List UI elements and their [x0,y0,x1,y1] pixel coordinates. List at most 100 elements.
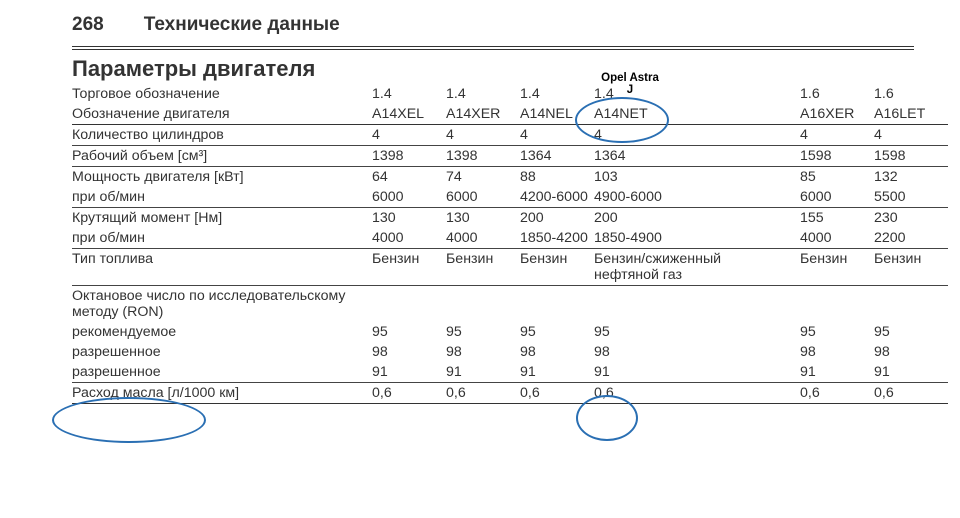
label-recommended: рекомендуемое [72,322,372,342]
row-torque-rpm: при об/мин 4000 4000 1850-4200 1850-4900… [72,228,948,249]
p2-c1: 91 [372,362,446,383]
cyl-c5: 4 [800,125,874,146]
rec-c4: 95 [594,322,764,342]
pwrr-c6: 5500 [874,187,948,208]
row-permitted2: разрешенное 91 91 91 91 91 91 [72,362,948,383]
trqr-c2: 4000 [446,228,520,249]
p1-c4: 98 [594,342,764,362]
pwr-c3: 88 [520,167,594,188]
trqr-c4: 1850-4900 [594,228,764,249]
col4-eng: A14NET [594,104,764,125]
col1-eng: A14XEL [372,104,446,125]
col5-eng: A16XER [800,104,874,125]
trqr-c5: 4000 [800,228,874,249]
row-permitted1: разрешенное 98 98 98 98 98 98 [72,342,948,362]
fuel-c3: Бензин [520,249,594,286]
trqr-c6: 2200 [874,228,948,249]
label-trade-designation: Торговое обозначение [72,84,372,104]
row-power: Мощность двигателя [кВт] 64 74 88 103 85… [72,167,948,188]
label-permitted2: разрешенное [72,362,372,383]
col2-eng: A14XER [446,104,520,125]
label-permitted1: разрешенное [72,342,372,362]
trqr-c3: 1850-4200 [520,228,594,249]
row-displacement: Рабочий объем [см³] 1398 1398 1364 1364 … [72,146,948,167]
rec-c2: 95 [446,322,520,342]
row-power-rpm: при об/мин 6000 6000 4200-6000 4900-6000… [72,187,948,208]
model-annotation-line1: Opel Astra [601,72,659,84]
trq-c1: 130 [372,208,446,229]
row-ron-header: Октановое число по исследовательскому ме… [72,286,948,323]
oil-c2: 0,6 [446,383,520,404]
p1-c6: 98 [874,342,948,362]
trq-c2: 130 [446,208,520,229]
disp-c4: 1364 [594,146,764,167]
col6-trade: 1.6 [874,84,948,104]
trqr-c1: 4000 [372,228,446,249]
model-annotation-line2: J [627,84,633,96]
oil-c1: 0,6 [372,383,446,404]
pwr-c5: 85 [800,167,874,188]
section-title: Параметры двигателя [72,56,914,82]
col3-eng: A14NEL [520,104,594,125]
trq-c6: 230 [874,208,948,229]
p1-c3: 98 [520,342,594,362]
p2-c5: 91 [800,362,874,383]
disp-c3: 1364 [520,146,594,167]
col5-trade: 1.6 [800,84,874,104]
fuel-c4: Бензин/сжиженный нефтяной газ [594,249,764,286]
page-number: 268 [72,14,104,36]
label-torque: Крутящий момент [Нм] [72,208,372,229]
pwrr-c2: 6000 [446,187,520,208]
pwrr-c3: 4200-6000 [520,187,594,208]
spec-table: Торговое обозначение 1.4 1.4 1.4 1.4 1.6… [72,84,948,404]
model-annotation: Opel Astra J [590,72,670,96]
col1-trade: 1.4 [372,84,446,104]
rec-c3: 95 [520,322,594,342]
label-torque-rpm: при об/мин [72,228,372,249]
p1-c5: 98 [800,342,874,362]
trq-c5: 155 [800,208,874,229]
pwr-c1: 64 [372,167,446,188]
cyl-c1: 4 [372,125,446,146]
col2-trade: 1.4 [446,84,520,104]
col6-eng: A16LET [874,104,948,125]
label-cylinders: Количество цилиндров [72,125,372,146]
trq-c3: 200 [520,208,594,229]
p2-c3: 91 [520,362,594,383]
rec-c6: 95 [874,322,948,342]
p2-c4: 91 [594,362,764,383]
cyl-c3: 4 [520,125,594,146]
fuel-c1: Бензин [372,249,446,286]
label-power: Мощность двигателя [кВт] [72,167,372,188]
fuel-c6: Бензин [874,249,948,286]
disp-c1: 1398 [372,146,446,167]
row-cylinders: Количество цилиндров 4 4 4 4 4 4 [72,125,948,146]
pwr-c4: 103 [594,167,764,188]
rec-c5: 95 [800,322,874,342]
pwrr-c1: 6000 [372,187,446,208]
label-fuel-type: Тип топлива [72,249,372,286]
disp-c5: 1598 [800,146,874,167]
pwr-c2: 74 [446,167,520,188]
trq-c4: 200 [594,208,764,229]
pwrr-c4: 4900-6000 [594,187,764,208]
label-oil: Расход масла [л/1000 км] [72,383,372,404]
row-engine-designation: Обозначение двигателя A14XEL A14XER A14N… [72,104,948,125]
disp-c2: 1398 [446,146,520,167]
fuel-c2: Бензин [446,249,520,286]
row-oil: Расход масла [л/1000 км] 0,6 0,6 0,6 0,6… [72,383,948,404]
oil-c6: 0,6 [874,383,948,404]
p1-c1: 98 [372,342,446,362]
pwr-c6: 132 [874,167,948,188]
row-trade-designation: Торговое обозначение 1.4 1.4 1.4 1.4 1.6… [72,84,948,104]
row-fuel-type: Тип топлива Бензин Бензин Бензин Бензин/… [72,249,948,286]
label-engine-designation: Обозначение двигателя [72,104,372,125]
p2-c6: 91 [874,362,948,383]
cyl-c4: 4 [594,125,764,146]
label-power-rpm: при об/мин [72,187,372,208]
p1-c2: 98 [446,342,520,362]
page: 268 Технические данные Параметры двигате… [0,0,960,518]
oil-c5: 0,6 [800,383,874,404]
rec-c1: 95 [372,322,446,342]
label-displacement: Рабочий объем [см³] [72,146,372,167]
